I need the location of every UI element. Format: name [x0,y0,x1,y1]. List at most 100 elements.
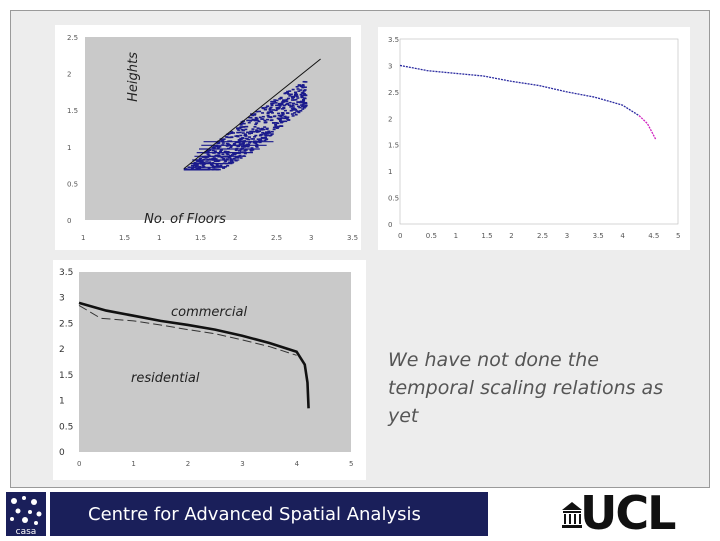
scatter-point [202,161,206,164]
rank-curve-chart: 3.5 3 2.5 2 1.5 1 0.5 00 0.5 1 1.5 2 2.5 3 3.5 4 4.5 5 [388,36,680,240]
scatter-point [239,134,243,137]
scatter-point [242,122,246,125]
scatter-point [237,129,241,131]
scatter-point [248,136,252,138]
scatter-point [302,106,306,109]
scatter-point [285,100,289,103]
scatter-point [250,132,254,134]
scatter-point [274,122,278,124]
scatter-point [232,142,236,145]
scatter-point [244,145,248,148]
scatter-point [213,165,217,168]
scatter-point [198,167,202,169]
scatter-point [190,165,194,167]
scatter-point [230,160,234,162]
scatter-point [238,154,242,157]
scatter-point [215,164,219,167]
y-tick-label: 0.5 [59,422,73,432]
scatter-point [238,131,242,134]
scatter-point [302,102,306,105]
scatter-point [268,108,272,111]
scatter-point [253,136,257,138]
scatter-point [239,124,243,126]
scatter-point [253,113,257,115]
scatter-point [274,102,278,104]
scatter-point [258,139,262,142]
scatter-point [296,110,300,113]
scatter-point [298,106,302,109]
scatter-point [260,133,264,136]
scatter-point [236,145,240,148]
footer-bar [50,492,488,536]
scatter-point [270,104,274,107]
scatter-point [193,164,197,167]
scatter-point [255,118,259,120]
scatter-point [251,119,255,121]
scatter-point [239,126,243,128]
x-tick-label: 5 [676,232,680,240]
scatter-point [252,138,256,140]
scatter-point [240,122,244,125]
scatter-point [215,145,219,148]
scatter-point [241,132,245,134]
scatter-point [238,142,242,144]
scatter-point [286,112,290,114]
scatter-point [249,119,253,122]
scatter-point [264,121,268,123]
scatter-point [236,131,240,134]
scatter-point [297,90,301,92]
scatter-point [211,149,215,152]
scatter-point [234,159,238,162]
scatter-point [287,93,291,95]
footer: casa Centre for Advanced Spatial Analysi… [0,486,720,540]
scatter-point [285,98,289,101]
commercial-series-line [78,301,310,409]
casa-logo-text: casa [16,527,37,536]
scatter-point [289,105,293,107]
scatter-point [303,93,307,95]
scatter-point [299,101,303,103]
scatter-point [249,149,253,151]
scatter-point [301,85,305,87]
residential-series-line [78,304,297,356]
y-tick-label: 1 [59,397,65,407]
scatter-point [291,115,295,117]
scatter-point [300,96,304,98]
scatter-point [239,137,243,140]
y-tick-label: 1.5 [59,371,73,381]
scatter-point [286,102,290,105]
scatter-point [287,104,291,106]
scatter-point [210,164,214,167]
scatter-point [211,168,215,171]
scatter-point [297,111,301,114]
scatter-point [261,131,265,134]
scatter-point [226,164,230,167]
scatter-point [275,107,279,109]
scatter-point [198,165,202,168]
scatter-point [226,151,230,153]
scatter-point [304,101,308,104]
scatter-point [282,99,286,101]
scatter-point [220,156,224,159]
scatter-point [205,168,209,171]
scatter-point [225,158,229,160]
scatter-point [294,113,298,116]
scatter-point [258,110,262,113]
scatter-point [193,161,197,164]
scatter-point [224,160,228,163]
scatter-point [206,153,210,155]
scatter-point [227,133,231,135]
scatter-point [292,107,296,110]
scatter-point [294,98,298,101]
casa-logo: casa [6,492,46,537]
y-tick-label: 1 [388,168,392,176]
scatter-point [220,139,224,141]
scatter-point [280,102,284,104]
scatter-point [246,143,250,146]
scatter-point [213,160,217,163]
scatter-point [267,132,271,134]
y-tick-label: 2 [59,345,65,355]
scatter-point [222,138,226,140]
y-tick-label: 2.5 [67,34,78,42]
scatter-point [243,125,247,128]
